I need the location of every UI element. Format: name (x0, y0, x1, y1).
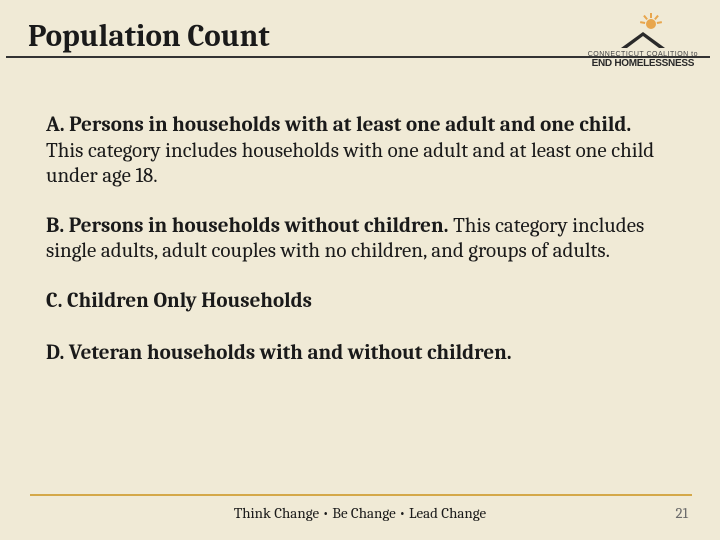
item-a-rest: This category includes households with o… (46, 139, 654, 189)
tagline: Think Change • Be Change • Lead Change (234, 504, 486, 522)
title-underline (6, 56, 710, 58)
logo-text-bottom: END HOMELESSNESS (592, 58, 694, 69)
item-d-bold: D. Veteran households with and without c… (46, 341, 512, 365)
page-number: 21 (675, 504, 688, 522)
slide: Population Count CONNECTICUT COALITION t… (0, 0, 720, 540)
item-b: B. Persons in households without childre… (46, 214, 664, 265)
item-c-bold: C. Children Only Households (46, 289, 312, 313)
item-d: D. Veteran households with and without c… (46, 341, 664, 367)
header: Population Count CONNECTICUT COALITION t… (28, 18, 692, 69)
page-title: Population Count (28, 18, 270, 60)
item-a-bold: A. Persons in households with at least o… (46, 113, 631, 137)
item-b-bold: B. Persons in households without childre… (46, 214, 448, 238)
content: A. Persons in households with at least o… (28, 113, 692, 366)
item-c: C. Children Only Households (46, 289, 664, 315)
logo: CONNECTICUT COALITION to END HOMELESSNES… (588, 14, 698, 69)
item-a: A. Persons in households with at least o… (46, 113, 664, 190)
footer: Think Change • Be Change • Lead Change (0, 504, 720, 522)
footer-divider (30, 494, 692, 496)
house-sun-icon (613, 14, 673, 50)
